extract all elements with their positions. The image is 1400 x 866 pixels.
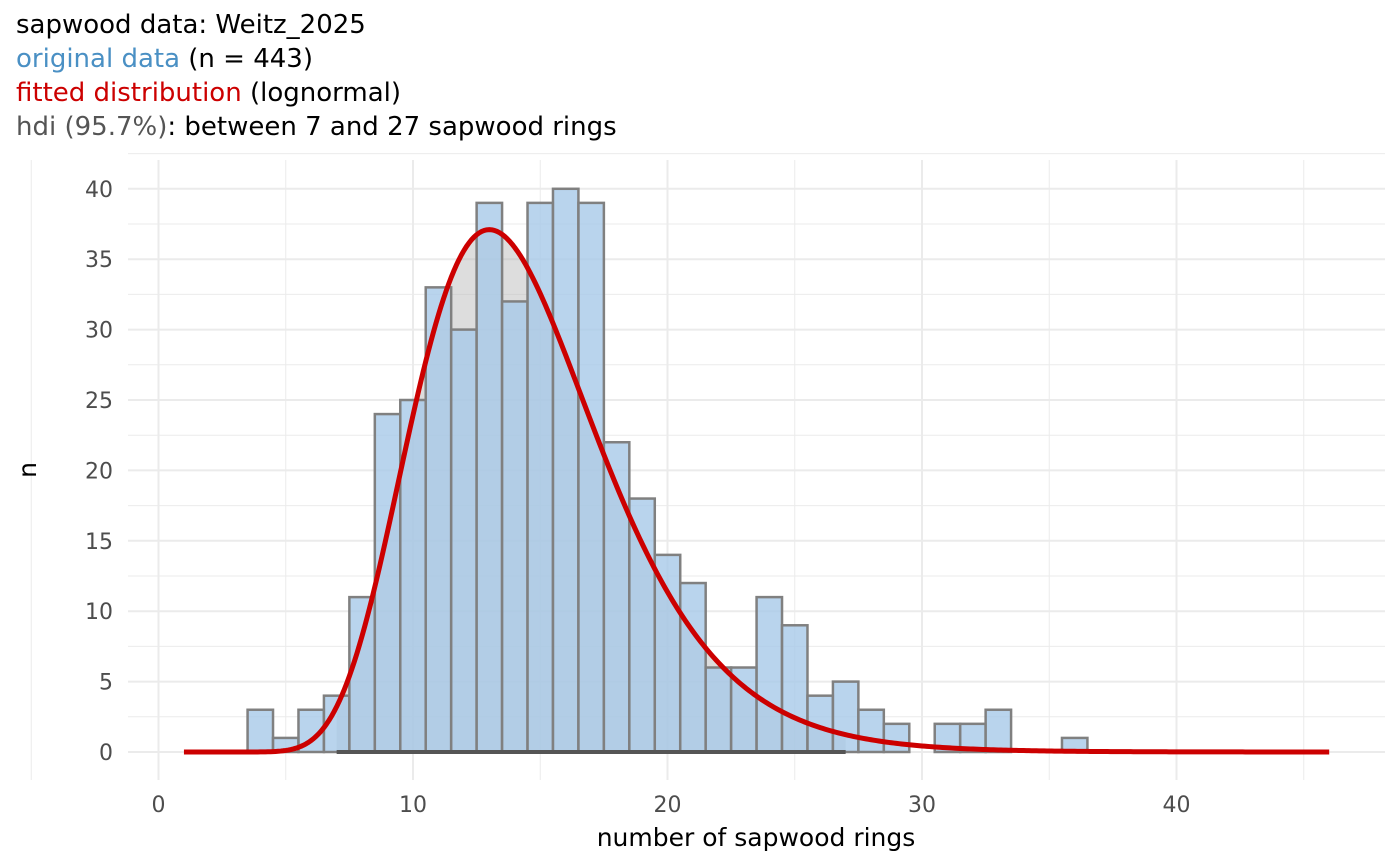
fitted-curve [183, 227, 1330, 755]
y-tick-label: 25 [85, 389, 113, 414]
y-axis-ticks: 0 5 10 15 20 25 30 35 40 [85, 178, 113, 766]
subtitle-fitted-distribution: fitted distribution (lognormal) [16, 78, 401, 108]
y-tick-label: 30 [85, 319, 113, 344]
histogram-bar [246, 708, 275, 754]
y-tick-label: 15 [85, 530, 113, 555]
histogram-bar [500, 300, 529, 754]
y-tick-label: 5 [99, 671, 113, 696]
subtitle-hdi: hdi (95.7%): between 7 and 27 sapwood ri… [16, 112, 617, 142]
histogram-bar [373, 412, 402, 754]
x-tick-label: 40 [1163, 793, 1191, 818]
subtitle-dataset: sapwood data: Weitz_2025 [16, 10, 366, 40]
x-tick-label: 20 [654, 793, 682, 818]
x-axis-label: number of sapwood rings [597, 823, 916, 852]
histogram-bar [653, 553, 682, 754]
fitted-curve-line [183, 227, 1330, 755]
histogram-bar [857, 708, 886, 754]
x-axis-ticks: 0 10 20 30 40 [152, 793, 1191, 818]
histogram-bar [577, 201, 606, 754]
y-tick-label: 40 [85, 178, 113, 203]
histogram-bar [984, 708, 1013, 754]
x-tick-label: 30 [908, 793, 936, 818]
x-tick-label: 10 [399, 793, 427, 818]
histogram-bar [704, 666, 733, 754]
histogram-bar [424, 286, 453, 754]
histogram-bar [755, 595, 784, 754]
y-tick-label: 0 [99, 741, 113, 766]
histogram-bar [628, 497, 657, 754]
histogram-bar [526, 201, 555, 754]
histogram-bar [551, 187, 580, 754]
subtitle-original-data: original data (n = 443) [16, 44, 313, 74]
histogram-bar [348, 595, 377, 754]
legend-fitted-distribution: fitted distribution [16, 78, 242, 108]
histogram-bar [780, 624, 809, 754]
y-tick-label: 20 [85, 459, 113, 484]
chart-subtitle-block: sapwood data: Weitz_2025 original data (… [16, 8, 617, 144]
histogram-bar [882, 722, 911, 754]
legend-hdi: hdi (95.7%) [16, 112, 168, 142]
x-tick-label: 0 [152, 793, 166, 818]
histogram-bar [449, 328, 478, 754]
histogram-bar [475, 201, 504, 754]
legend-original-data: original data [16, 44, 181, 74]
y-tick-label: 35 [85, 248, 113, 273]
histogram-bar [678, 581, 707, 754]
histogram-bar [831, 680, 860, 754]
y-axis-label: n [13, 462, 42, 478]
y-tick-label: 10 [85, 600, 113, 625]
histogram-bar [602, 440, 631, 754]
